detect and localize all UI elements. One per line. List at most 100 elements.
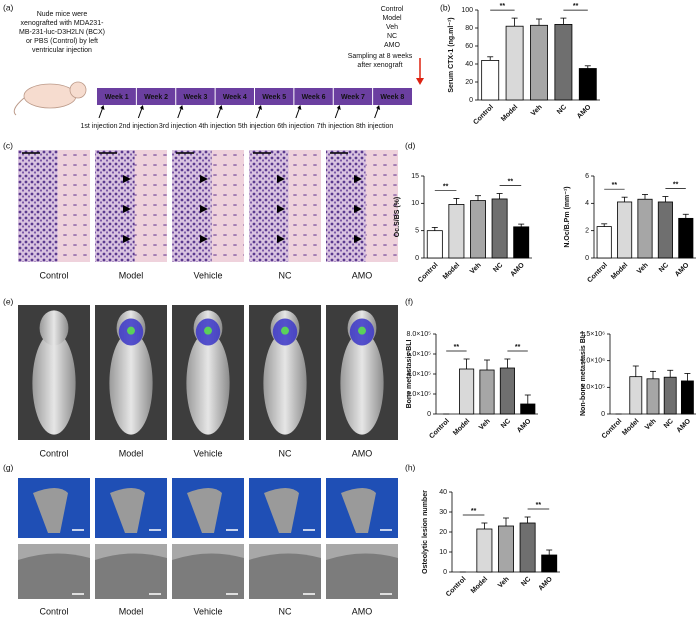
week-label: Week 1 bbox=[105, 94, 129, 101]
group-name: Control bbox=[381, 6, 404, 13]
x-tick-label: AMO bbox=[576, 103, 593, 120]
x-tick-label: NC bbox=[500, 418, 512, 430]
panel-label: (d) bbox=[405, 140, 416, 150]
y-axis-label: Oc.S/BS (%) bbox=[394, 197, 401, 237]
bone-surface bbox=[249, 553, 321, 599]
bar bbox=[596, 226, 612, 259]
y-tick-label: 40 bbox=[465, 61, 473, 68]
arrowhead bbox=[123, 235, 131, 243]
x-tick-label: Veh bbox=[644, 418, 658, 432]
mouse-body bbox=[109, 332, 153, 435]
x-tick-label: NC bbox=[520, 576, 532, 588]
y-tick-label: 20 bbox=[439, 529, 447, 536]
arrowhead bbox=[200, 175, 208, 183]
significance-label: ** bbox=[454, 344, 460, 351]
mouse-head bbox=[69, 81, 87, 99]
y-tick-label: 1.0×10⁶ bbox=[581, 358, 606, 365]
significance-label: ** bbox=[536, 502, 542, 509]
x-tick-label: Veh bbox=[469, 262, 483, 276]
y-tick-label: 6.0×10⁵ bbox=[406, 351, 431, 358]
y-tick-label: 4.0×10⁵ bbox=[406, 371, 431, 378]
y-tick-label: 5 bbox=[415, 228, 419, 235]
x-tick-label: Control bbox=[586, 262, 609, 285]
mouse-body bbox=[340, 332, 384, 435]
bone-tissue bbox=[57, 150, 90, 262]
panel-label: (f) bbox=[405, 296, 413, 306]
image-label: Control bbox=[39, 448, 68, 458]
bli-hotspot bbox=[358, 326, 366, 335]
mouse-body bbox=[32, 332, 76, 435]
injection-arrowhead bbox=[258, 105, 262, 110]
y-tick-label: 0 bbox=[427, 411, 431, 418]
bar bbox=[476, 528, 493, 573]
injection-arrowhead bbox=[336, 105, 341, 110]
bar bbox=[426, 230, 443, 259]
injection-arrowhead bbox=[139, 105, 144, 110]
mouse-body bbox=[263, 332, 307, 435]
description-line: xenografted with MDA231- bbox=[21, 20, 105, 27]
y-tick-label: 60 bbox=[465, 43, 473, 50]
x-tick-label: Veh bbox=[478, 418, 492, 432]
injection-arrowhead bbox=[218, 105, 223, 110]
bar bbox=[680, 380, 694, 415]
image-label: Model bbox=[119, 448, 144, 458]
arrowhead bbox=[277, 205, 285, 213]
y-axis-label: N.Oc/B.Pm (mm⁻¹) bbox=[564, 186, 571, 247]
x-tick-label: Veh bbox=[497, 576, 511, 590]
x-tick-label: AMO bbox=[509, 261, 526, 278]
x-tick-label: AMO bbox=[676, 417, 693, 434]
bone-surface bbox=[95, 553, 167, 599]
image-label: Model bbox=[119, 270, 144, 280]
x-tick-label: Model bbox=[500, 104, 519, 123]
week-label: Week 4 bbox=[223, 94, 247, 101]
x-tick-label: Model bbox=[470, 576, 489, 595]
bone-tissue bbox=[134, 150, 167, 262]
group-name: AMO bbox=[384, 42, 401, 49]
tibia-3d bbox=[264, 488, 299, 533]
bar bbox=[646, 378, 660, 415]
bar bbox=[519, 522, 536, 573]
y-tick-label: 0 bbox=[469, 97, 473, 104]
arrowhead bbox=[123, 205, 131, 213]
sampling-arrowhead bbox=[416, 78, 424, 85]
group-name: Veh bbox=[386, 24, 398, 31]
y-axis-label: Bone metastasis BLI bbox=[406, 340, 413, 409]
y-tick-label: 10 bbox=[439, 549, 447, 556]
image-label: Vehicle bbox=[193, 448, 222, 458]
week-label: Week 6 bbox=[302, 94, 326, 101]
injection-arrowhead bbox=[297, 105, 302, 110]
bone-surface bbox=[18, 553, 90, 599]
y-tick-label: 6 bbox=[585, 173, 589, 180]
significance-label: ** bbox=[612, 182, 618, 189]
x-tick-label: NC bbox=[556, 104, 568, 116]
panel-label: (h) bbox=[405, 462, 416, 472]
bar bbox=[657, 201, 673, 259]
bli-hotspot bbox=[204, 326, 212, 335]
mouse-illustration bbox=[23, 83, 77, 109]
significance-label: ** bbox=[515, 344, 521, 351]
week-label: Week 5 bbox=[262, 94, 286, 101]
bar bbox=[520, 403, 536, 415]
bone-surface bbox=[172, 553, 244, 599]
bone-tissue bbox=[365, 150, 398, 262]
week-label: Week 3 bbox=[183, 94, 207, 101]
bar bbox=[479, 369, 495, 415]
x-tick-label: Control bbox=[428, 418, 451, 441]
bar bbox=[499, 367, 515, 415]
y-tick-label: 0 bbox=[443, 569, 447, 576]
bar bbox=[498, 525, 514, 573]
y-tick-label: 0 bbox=[585, 255, 589, 262]
x-tick-label: Control bbox=[472, 104, 495, 127]
sampling-line: Sampling at 8 weeks bbox=[348, 53, 413, 60]
injection-label: 2nd injection bbox=[119, 123, 158, 130]
injection-label: 3rd injection bbox=[159, 123, 197, 130]
image-label: NC bbox=[279, 270, 292, 280]
panel-label: (c) bbox=[3, 140, 13, 150]
panel-label: (e) bbox=[3, 296, 14, 306]
significance-label: ** bbox=[443, 183, 449, 190]
injection-label: 7th injection bbox=[317, 123, 354, 130]
x-tick-label: Model bbox=[452, 418, 471, 437]
y-tick-label: 4 bbox=[585, 200, 589, 207]
y-axis-label: Osteolytic lesion number bbox=[422, 490, 429, 574]
image-label: NC bbox=[279, 606, 292, 616]
